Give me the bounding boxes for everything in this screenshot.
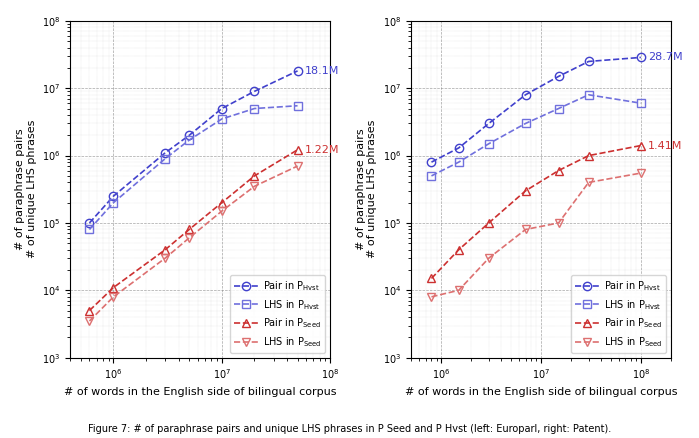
Text: Figure 7: # of paraphrase pairs and unique LHS phrases in P Seed and P Hvst (lef: Figure 7: # of paraphrase pairs and uniq… [88, 424, 611, 434]
LHS in P$_{\mathrm{Seed}}$ [554, 220, 563, 226]
Pair in P$_{\mathrm{Hvst}}$ [554, 74, 563, 79]
LHS in P$_{\mathrm{Hvst}}$ [185, 138, 194, 143]
Line: Pair in P$_{\mathrm{Hvst}}$: Pair in P$_{\mathrm{Hvst}}$ [427, 53, 645, 166]
X-axis label: # of words in the English side of bilingual corpus: # of words in the English side of biling… [405, 387, 677, 397]
LHS in P$_{\mathrm{Hvst}}$ [217, 117, 226, 122]
Pair in P$_{\mathrm{Seed}}$ [250, 173, 259, 179]
X-axis label: # of words in the English side of bilingual corpus: # of words in the English side of biling… [64, 387, 336, 397]
LHS in P$_{\mathrm{Hvst}}$ [294, 103, 302, 108]
Pair in P$_{\mathrm{Hvst}}$ [217, 106, 226, 111]
Pair in P$_{\mathrm{Seed}}$ [161, 247, 169, 252]
LHS in P$_{\mathrm{Hvst}}$ [109, 200, 117, 205]
Pair in P$_{\mathrm{Seed}}$ [584, 153, 593, 158]
Pair in P$_{\mathrm{Hvst}}$ [637, 55, 645, 60]
Pair in P$_{\mathrm{Hvst}}$ [109, 194, 117, 199]
LHS in P$_{\mathrm{Seed}}$ [161, 255, 169, 261]
LHS in P$_{\mathrm{Seed}}$ [521, 227, 530, 232]
Text: 1.41M: 1.41M [648, 141, 682, 151]
Line: LHS in P$_{\mathrm{Hvst}}$: LHS in P$_{\mathrm{Hvst}}$ [427, 91, 645, 180]
LHS in P$_{\mathrm{Seed}}$ [484, 255, 493, 261]
LHS in P$_{\mathrm{Hvst}}$ [427, 173, 435, 179]
LHS in P$_{\mathrm{Hvst}}$ [454, 159, 463, 165]
Pair in P$_{\mathrm{Hvst}}$ [185, 133, 194, 138]
LHS in P$_{\mathrm{Hvst}}$ [484, 141, 493, 146]
LHS in P$_{\mathrm{Seed}}$ [427, 294, 435, 300]
Line: LHS in P$_{\mathrm{Seed}}$: LHS in P$_{\mathrm{Seed}}$ [85, 162, 302, 325]
Pair in P$_{\mathrm{Seed}}$ [521, 188, 530, 194]
Pair in P$_{\mathrm{Seed}}$ [85, 308, 94, 313]
Text: 28.7M: 28.7M [648, 53, 682, 62]
LHS in P$_{\mathrm{Seed}}$ [454, 288, 463, 293]
Pair in P$_{\mathrm{Seed}}$ [109, 285, 117, 290]
LHS in P$_{\mathrm{Hvst}}$ [161, 156, 169, 161]
LHS in P$_{\mathrm{Hvst}}$ [637, 101, 645, 106]
Pair in P$_{\mathrm{Seed}}$ [185, 227, 194, 232]
Pair in P$_{\mathrm{Seed}}$ [554, 168, 563, 173]
Pair in P$_{\mathrm{Seed}}$ [294, 147, 302, 152]
LHS in P$_{\mathrm{Hvst}}$ [554, 106, 563, 111]
LHS in P$_{\mathrm{Hvst}}$ [250, 106, 259, 111]
Pair in P$_{\mathrm{Hvst}}$ [250, 89, 259, 94]
LHS in P$_{\mathrm{Seed}}$ [250, 184, 259, 189]
LHS in P$_{\mathrm{Seed}}$ [85, 318, 94, 324]
Pair in P$_{\mathrm{Seed}}$ [217, 200, 226, 205]
LHS in P$_{\mathrm{Hvst}}$ [584, 92, 593, 97]
LHS in P$_{\mathrm{Hvst}}$ [85, 227, 94, 232]
Pair in P$_{\mathrm{Seed}}$ [484, 220, 493, 226]
Line: LHS in P$_{\mathrm{Seed}}$: LHS in P$_{\mathrm{Seed}}$ [427, 169, 645, 301]
Pair in P$_{\mathrm{Hvst}}$ [161, 150, 169, 155]
Legend: Pair in P$_{\mathrm{Hvst}}$, LHS in P$_{\mathrm{Hvst}}$, Pair in P$_{\mathrm{See: Pair in P$_{\mathrm{Hvst}}$, LHS in P$_{… [230, 275, 325, 353]
Pair in P$_{\mathrm{Hvst}}$ [454, 145, 463, 151]
Pair in P$_{\mathrm{Seed}}$ [637, 143, 645, 148]
LHS in P$_{\mathrm{Seed}}$ [584, 180, 593, 185]
Line: LHS in P$_{\mathrm{Hvst}}$: LHS in P$_{\mathrm{Hvst}}$ [85, 102, 302, 233]
Y-axis label: # of paraphrase pairs
# of unique LHS phrases: # of paraphrase pairs # of unique LHS ph… [356, 120, 377, 258]
LHS in P$_{\mathrm{Seed}}$ [637, 170, 645, 176]
Pair in P$_{\mathrm{Seed}}$ [454, 247, 463, 252]
LHS in P$_{\mathrm{Seed}}$ [109, 294, 117, 300]
Pair in P$_{\mathrm{Hvst}}$ [85, 220, 94, 226]
LHS in P$_{\mathrm{Seed}}$ [217, 208, 226, 214]
Legend: Pair in P$_{\mathrm{Hvst}}$, LHS in P$_{\mathrm{Hvst}}$, Pair in P$_{\mathrm{See: Pair in P$_{\mathrm{Hvst}}$, LHS in P$_{… [570, 275, 666, 353]
Pair in P$_{\mathrm{Hvst}}$ [294, 68, 302, 74]
Pair in P$_{\mathrm{Hvst}}$ [427, 159, 435, 165]
Pair in P$_{\mathrm{Seed}}$ [427, 276, 435, 281]
Pair in P$_{\mathrm{Hvst}}$ [484, 121, 493, 126]
LHS in P$_{\mathrm{Hvst}}$ [521, 121, 530, 126]
Text: 1.22M: 1.22M [305, 145, 339, 155]
Line: Pair in P$_{\mathrm{Seed}}$: Pair in P$_{\mathrm{Seed}}$ [85, 145, 302, 315]
Text: 18.1M: 18.1M [305, 66, 339, 76]
Pair in P$_{\mathrm{Hvst}}$ [584, 59, 593, 64]
Pair in P$_{\mathrm{Hvst}}$ [521, 92, 530, 97]
LHS in P$_{\mathrm{Seed}}$ [294, 163, 302, 169]
Y-axis label: # of paraphrase pairs
# of unique LHS phrases: # of paraphrase pairs # of unique LHS ph… [15, 120, 36, 258]
LHS in P$_{\mathrm{Seed}}$ [185, 235, 194, 240]
Line: Pair in P$_{\mathrm{Seed}}$: Pair in P$_{\mathrm{Seed}}$ [427, 141, 645, 283]
Line: Pair in P$_{\mathrm{Hvst}}$: Pair in P$_{\mathrm{Hvst}}$ [85, 67, 302, 227]
